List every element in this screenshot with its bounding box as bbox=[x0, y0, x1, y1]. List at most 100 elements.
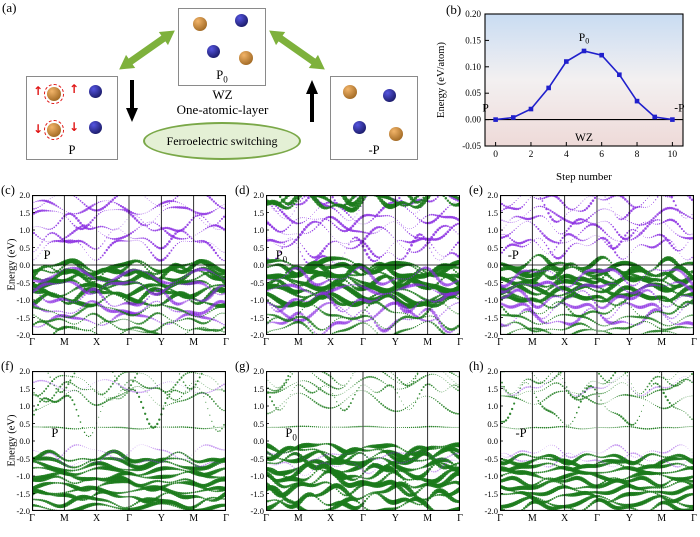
spin-up-arrow-icon: ↑ bbox=[69, 82, 80, 96]
kpoint-tick: Γ bbox=[457, 337, 463, 348]
cation-atom bbox=[239, 51, 253, 65]
kpoint-tick: M bbox=[423, 337, 433, 348]
tspan-element: P bbox=[579, 32, 585, 44]
kpoint-tick: Γ bbox=[126, 513, 132, 524]
annotation-sub: 0 bbox=[292, 432, 297, 443]
switching-double-arrow-left-icon bbox=[119, 30, 175, 70]
energy-tick: 0.0 bbox=[253, 260, 264, 270]
x-tick-label: 0 bbox=[493, 150, 498, 160]
panel-label-e: (e) bbox=[469, 183, 483, 197]
state-annotation: P0 bbox=[276, 248, 287, 265]
cation-atom bbox=[193, 17, 207, 31]
energy-tick: 0.0 bbox=[19, 260, 30, 270]
data-marker bbox=[652, 114, 658, 120]
state-annotation: P bbox=[44, 248, 51, 263]
polygon-element bbox=[119, 30, 175, 70]
kpoint-tick: X bbox=[93, 513, 101, 524]
energy-tick: 2.0 bbox=[487, 366, 498, 376]
energy-tick: -1.0 bbox=[16, 471, 30, 481]
panel-c-band-structure: (c) Energy (eV) 2.0 1.5 1.0 0.5 0.0 -0.5 -1.0-… bbox=[0, 183, 234, 361]
energy-tick: -1.0 bbox=[484, 471, 498, 481]
energy-tick: -1.0 bbox=[250, 295, 264, 305]
energy-tick: -1.5 bbox=[250, 488, 264, 499]
panel-a-schematic: (a) P ↑ ↑ ↓ ↓ P0 -P WZ One-atomic-layer Fer… bbox=[0, 0, 430, 185]
spin-pair-dashed-circle bbox=[44, 120, 64, 140]
energy-tick: 0.0 bbox=[487, 436, 498, 446]
energy-tick: 2.0 bbox=[253, 190, 264, 200]
spin-down-arrow-icon: ↓ bbox=[69, 120, 80, 134]
energy-tick: -2.0 bbox=[250, 506, 264, 516]
polarization-label-negP: -P bbox=[368, 143, 380, 157]
kpoint-tick: M bbox=[657, 337, 667, 348]
chart-background bbox=[485, 14, 683, 146]
energy-tick: -1.5 bbox=[16, 488, 30, 499]
kpoint-tick: X bbox=[561, 513, 569, 524]
state-annotation: -P bbox=[508, 248, 519, 263]
y-tick-label: 0.05 bbox=[465, 88, 481, 98]
energy-tick: 1.0 bbox=[253, 401, 264, 411]
state-annotation: P bbox=[51, 426, 58, 441]
data-marker bbox=[617, 72, 622, 78]
panel-label-b: (b) bbox=[446, 2, 462, 17]
plot-frame bbox=[484, 13, 684, 147]
annotation-main: P bbox=[43, 247, 51, 262]
energy-tick: 2.0 bbox=[19, 190, 30, 200]
kpoint-tick: X bbox=[561, 337, 569, 348]
kpoint-tick: Γ bbox=[691, 513, 697, 524]
data-marker bbox=[546, 85, 551, 91]
spin-down-arrow-icon: ↓ bbox=[33, 122, 44, 136]
energy-tick: -1.5 bbox=[16, 312, 30, 323]
panel-label-c: (c) bbox=[1, 183, 15, 197]
kpoint-tick: Γ bbox=[29, 337, 35, 348]
chart-annotation: P bbox=[482, 103, 488, 115]
energy-tick: 0.5 bbox=[19, 418, 30, 429]
energy-tick: 0.0 bbox=[19, 436, 30, 446]
panel-h-band-structure: (h) 2.0 1.5 1.0 0.5 0.0 -0.5 -1.0 -1.5 -2.0 Γ M X Γ… bbox=[468, 359, 700, 537]
tspan-element: WZ bbox=[575, 132, 593, 144]
chart-annotation: WZ bbox=[575, 132, 593, 144]
wz-caption: WZ One-atomic-layer bbox=[150, 87, 295, 118]
kpoint-tick: M bbox=[527, 337, 537, 348]
anion-atom bbox=[383, 89, 396, 102]
kpoint-tick: Y bbox=[625, 513, 633, 524]
data-marker bbox=[528, 106, 534, 112]
kpoint-tick: Γ bbox=[223, 513, 229, 524]
energy-tick: 1.5 bbox=[487, 383, 498, 394]
annotation-main: P bbox=[285, 425, 293, 440]
kpoint-tick: Y bbox=[625, 337, 633, 348]
data-marker bbox=[510, 115, 516, 120]
spin-up-arrow-icon: ↑ bbox=[33, 84, 44, 98]
x-tick-label: 2 bbox=[529, 150, 534, 160]
tspan-element: P bbox=[482, 103, 488, 115]
y-tick-label: -0.05 bbox=[462, 141, 481, 151]
energy-tick: 2.0 bbox=[19, 366, 30, 376]
y-axis-title: Energy (eV/atom) bbox=[436, 42, 447, 118]
panel-g-band-structure: (g) 2.0 1.5 1.0 0.5 0.0 -0.5 -1.0 -1.5 -2.0 Γ M X Γ… bbox=[234, 359, 468, 537]
x-tick-label: 4 bbox=[564, 150, 569, 160]
band-structure-canvas bbox=[32, 371, 226, 511]
anion-atom bbox=[89, 85, 102, 98]
kpoint-tick: M bbox=[189, 337, 199, 348]
y-tick-label: 0.10 bbox=[465, 62, 481, 72]
kpoint-tick: M bbox=[189, 513, 199, 524]
panel-f-band-structure: (f) Energy (eV) 2.0 1.5 1.0 0.5 0.0 -0.5 -1.0-… bbox=[0, 359, 234, 537]
kpoint-tick: M bbox=[59, 337, 69, 348]
kpoint-tick: M bbox=[293, 513, 303, 524]
x-tick-label: 8 bbox=[635, 150, 640, 160]
anion-atom bbox=[353, 121, 366, 134]
kpoint-tick: Y bbox=[391, 513, 399, 524]
energy-tick: 0.5 bbox=[487, 418, 498, 429]
kpoint-tick: Γ bbox=[360, 337, 366, 348]
energy-tick: -1.5 bbox=[484, 488, 498, 499]
kpoint-tick: Γ bbox=[126, 337, 132, 348]
kpoint-tick: M bbox=[527, 513, 537, 524]
energy-tick: 1.5 bbox=[253, 383, 264, 394]
panel-d-band-structure: (d) 2.0 1.5 1.0 0.5 0.0 -0.5 -1.0 -1.5 -2.0 Γ M X Γ… bbox=[234, 183, 468, 361]
annotation-main: P bbox=[51, 425, 59, 440]
energy-tick: -2.0 bbox=[16, 330, 30, 340]
structure-box-P: P ↑ ↑ ↓ ↓ bbox=[26, 76, 118, 160]
energy-tick: 0.0 bbox=[253, 436, 264, 446]
anion-atom bbox=[207, 45, 220, 58]
polarization-label-P0: P0 bbox=[179, 68, 265, 85]
annotation-main: -P bbox=[507, 247, 519, 262]
